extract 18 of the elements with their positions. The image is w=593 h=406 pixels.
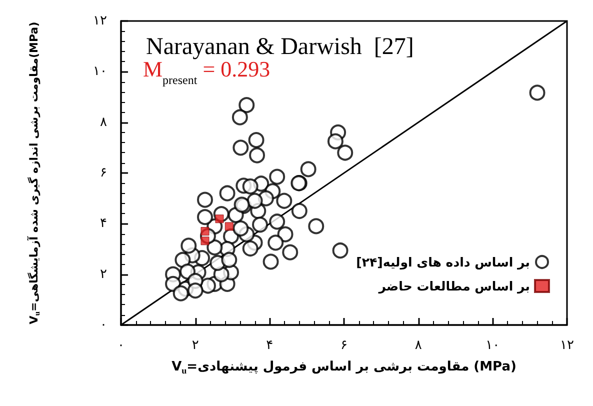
x-tick-label: ۸ [414,338,422,353]
legend-label: [۲۴]بر اساس داده های اولیه [356,254,530,270]
y-tick-label: ۲ [100,266,108,282]
y-tick-label: ۴ [100,216,108,232]
x-tick-label: ۱۰ [486,338,500,353]
y-tick-label: ۱۰ [93,64,107,80]
x-tick-label: ۱۲ [560,338,574,353]
legend-label: بر اساس مطالعات حاضر [378,278,530,294]
x-tick-label: ۲ [192,338,199,353]
y-tick-label: ۶ [100,166,107,180]
x-tick-label: ۰ [118,338,124,353]
y-tick-label: ۰ [100,318,107,332]
x-tick-label: ۴ [266,338,274,353]
y-tick-label: ۸ [100,114,108,130]
text: Narayanan & Darwish [27] [146,34,414,60]
x-tick-label: ۶ [340,338,348,353]
y-tick-label: ۱۲ [93,14,108,28]
point [200,236,210,246]
